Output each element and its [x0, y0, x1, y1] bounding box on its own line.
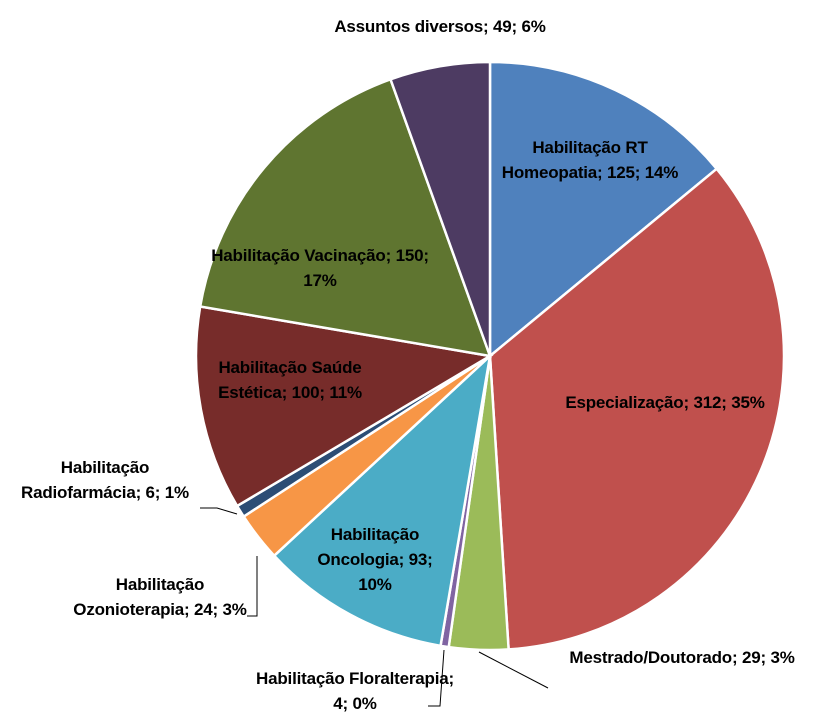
leader-line: [200, 507, 238, 515]
data-label: Habilitação Oncologia; 93; 10%: [317, 525, 433, 594]
pie-slice: [488, 167, 786, 651]
pie-slice: [272, 352, 492, 648]
data-label: Habilitação Radiofarmácia; 6; 1%: [21, 458, 189, 502]
data-label: Habilitação Saúde Estética; 100; 11%: [218, 358, 362, 402]
leader-line: [428, 649, 445, 707]
pie-slice: [388, 60, 492, 357]
data-label: Habilitação RT Homeopatia; 125; 14%: [501, 138, 679, 182]
pie-slice: [194, 305, 494, 508]
data-label: Habilitação Floralterapia; 4; 0%: [256, 669, 454, 713]
data-label: Habilitação Vacinação; 150; 17%: [211, 246, 429, 290]
leader-line: [247, 556, 258, 617]
data-label: Assuntos diversos; 49; 6%: [334, 17, 546, 36]
data-label: Especialização; 312; 35%: [565, 393, 765, 412]
leader-line: [478, 651, 549, 689]
pie-slice: [198, 77, 492, 358]
data-label: Mestrado/Doutorado; 29; 3%: [569, 648, 795, 667]
data-label: Habilitação Ozonioterapia; 24; 3%: [73, 575, 247, 619]
pie-slice: [488, 60, 719, 359]
